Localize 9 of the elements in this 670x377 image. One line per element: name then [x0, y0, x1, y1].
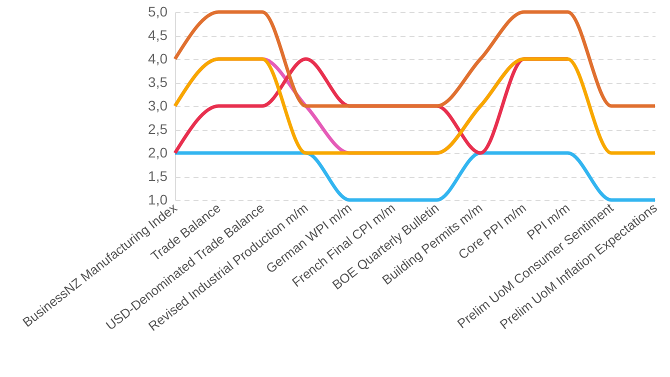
y-tick-label: 3,5 — [148, 74, 168, 90]
y-tick-label: 2,0 — [148, 144, 168, 160]
y-tick-label: 4,5 — [148, 27, 168, 43]
y-tick-label: 1,5 — [148, 168, 168, 184]
y-tick-label: 1,0 — [148, 192, 168, 208]
y-tick-label: 2,5 — [148, 121, 168, 137]
y-tick-label: 3,0 — [148, 98, 168, 114]
y-tick-label: 5,0 — [148, 4, 168, 20]
y-tick-label: 4,0 — [148, 50, 168, 66]
